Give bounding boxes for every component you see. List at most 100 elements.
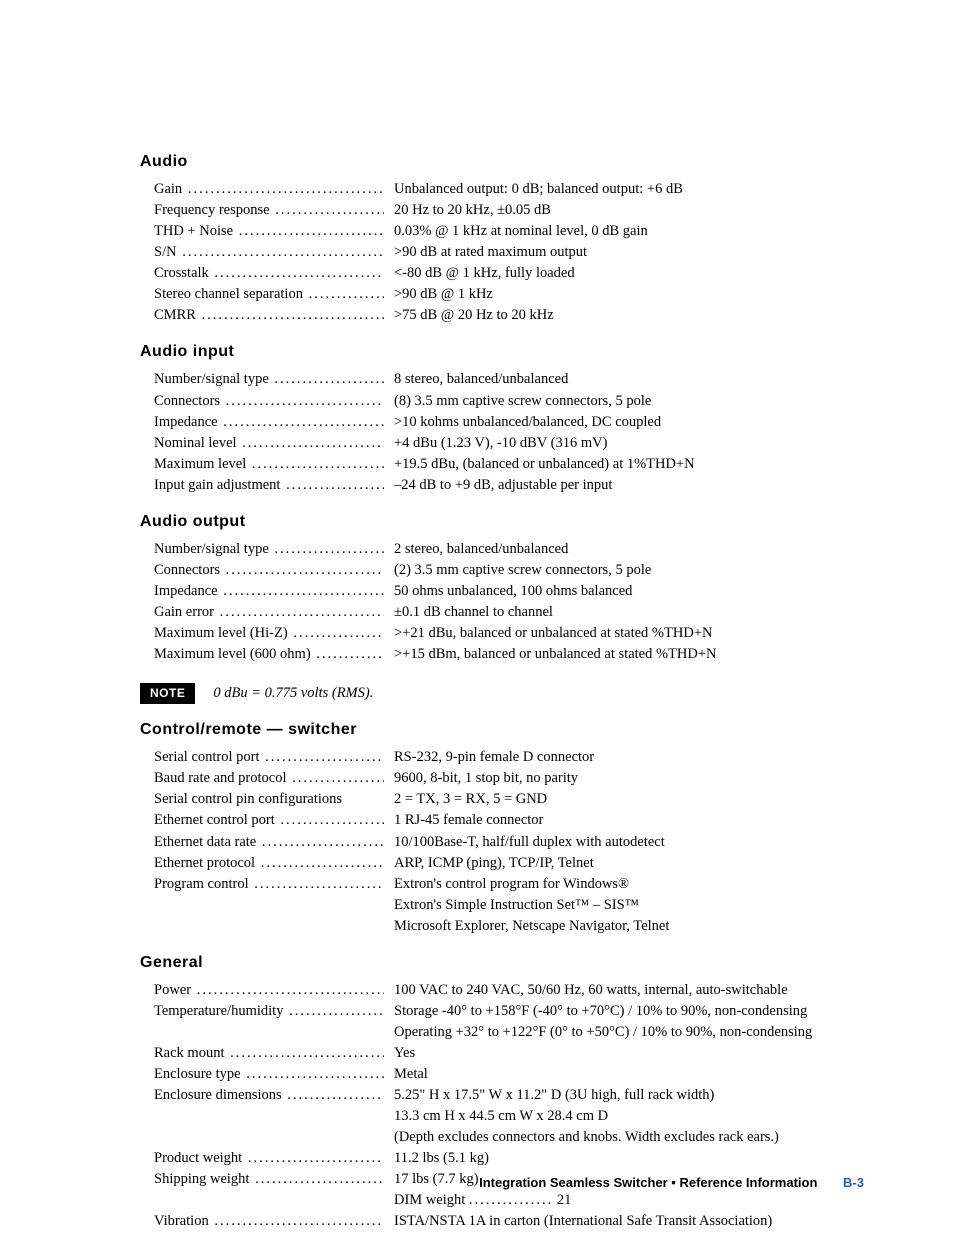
spec-row: Impedance>10 kohms unbalanced/balanced, … xyxy=(140,412,864,433)
spec-label: Program control xyxy=(154,874,384,895)
spec-label: Connectors xyxy=(154,391,384,412)
spec-row: Maximum level (600 ohm)>+15 dBm, balance… xyxy=(140,644,864,665)
spec-row: Maximum level (Hi-Z)>+21 dBu, balanced o… xyxy=(140,623,864,644)
spec-row: Ethernet protocolARP, ICMP (ping), TCP/I… xyxy=(140,853,864,874)
spec-value: <-80 dB @ 1 kHz, fully loaded xyxy=(384,263,864,284)
spec-value: RS-232, 9-pin female D connector xyxy=(384,747,864,768)
spec-value: 1 RJ-45 female connector xyxy=(384,810,864,831)
spec-row: Gain error±0.1 dB channel to channel xyxy=(140,602,864,623)
spec-list-audio-output: Number/signal type2 stereo, balanced/unb… xyxy=(140,539,864,665)
spec-row: GainUnbalanced output: 0 dB; balanced ou… xyxy=(140,179,864,200)
spec-label: Gain error xyxy=(154,602,384,623)
spec-label: Temperature/humidity xyxy=(154,1001,384,1022)
spec-label: Serial control pin configurations xyxy=(154,789,384,810)
spec-label: Number/signal type xyxy=(154,369,384,390)
spec-row: CMRR>75 dB @ 20 Hz to 20 kHz xyxy=(140,305,864,326)
spec-row: Impedance50 ohms unbalanced, 100 ohms ba… xyxy=(140,581,864,602)
spec-list-general: Power100 VAC to 240 VAC, 50/60 Hz, 60 wa… xyxy=(140,980,864,1232)
spec-value: Metal xyxy=(384,1064,864,1085)
spec-value: (2) 3.5 mm captive screw connectors, 5 p… xyxy=(384,560,864,581)
spec-label: CMRR xyxy=(154,305,384,326)
spec-label: Input gain adjustment xyxy=(154,475,384,496)
section-heading-control: Control/remote — switcher xyxy=(140,718,864,741)
spec-label: Crosstalk xyxy=(154,263,384,284)
spec-row: Maximum level+19.5 dBu, (balanced or unb… xyxy=(140,454,864,475)
spec-value: Microsoft Explorer, Netscape Navigator, … xyxy=(384,916,864,937)
spec-value: 5.25" H x 17.5" W x 11.2" D (3U high, fu… xyxy=(384,1085,864,1106)
spec-row: Stereo channel separation>90 dB @ 1 kHz xyxy=(140,284,864,305)
spec-value: (Depth excludes connectors and knobs. Wi… xyxy=(384,1127,864,1148)
spec-value: ISTA/NSTA 1A in carton (International Sa… xyxy=(384,1211,864,1232)
spec-row: Input gain adjustment–24 dB to +9 dB, ad… xyxy=(140,475,864,496)
spec-value: 50 ohms unbalanced, 100 ohms balanced xyxy=(384,581,864,602)
spec-row: 13.3 cm H x 44.5 cm W x 28.4 cm D xyxy=(140,1106,864,1127)
spec-label: Ethernet control port xyxy=(154,810,384,831)
spec-value: Extron's control program for Windows® xyxy=(384,874,864,895)
spec-row: Ethernet data rate10/100Base-T, half/ful… xyxy=(140,832,864,853)
spec-value: Unbalanced output: 0 dB; balanced output… xyxy=(384,179,864,200)
spec-label: Power xyxy=(154,980,384,1001)
spec-label: Serial control port xyxy=(154,747,384,768)
spec-row: Baud rate and protocol9600, 8-bit, 1 sto… xyxy=(140,768,864,789)
spec-value: >90 dB @ 1 kHz xyxy=(384,284,864,305)
spec-row: Power100 VAC to 240 VAC, 50/60 Hz, 60 wa… xyxy=(140,980,864,1001)
spec-value: >75 dB @ 20 Hz to 20 kHz xyxy=(384,305,864,326)
spec-label: Gain xyxy=(154,179,384,200)
spec-value: +4 dBu (1.23 V), -10 dBV (316 mV) xyxy=(384,433,864,454)
spec-row: Product weight11.2 lbs (5.1 kg) xyxy=(140,1148,864,1169)
spec-row: Enclosure typeMetal xyxy=(140,1064,864,1085)
spec-label: Shipping weight xyxy=(154,1169,384,1190)
spec-label: Frequency response xyxy=(154,200,384,221)
spec-label: Ethernet data rate xyxy=(154,832,384,853)
spec-list-audio-input: Number/signal type8 stereo, balanced/unb… xyxy=(140,369,864,495)
spec-label: Maximum level (Hi-Z) xyxy=(154,623,384,644)
spec-value: 11.2 lbs (5.1 kg) xyxy=(384,1148,864,1169)
spec-row: Temperature/humidityStorage -40° to +158… xyxy=(140,1001,864,1022)
spec-label: Connectors xyxy=(154,560,384,581)
spec-value: 13.3 cm H x 44.5 cm W x 28.4 cm D xyxy=(384,1106,864,1127)
spec-label: Baud rate and protocol xyxy=(154,768,384,789)
spec-row: VibrationISTA/NSTA 1A in carton (Interna… xyxy=(140,1211,864,1232)
spec-value: (8) 3.5 mm captive screw connectors, 5 p… xyxy=(384,391,864,412)
spec-value: ARP, ICMP (ping), TCP/IP, Telnet xyxy=(384,853,864,874)
spec-value: Storage -40° to +158°F (-40° to +70°C) /… xyxy=(384,1001,864,1022)
spec-row: Extron's Simple Instruction Set™ – SIS™ xyxy=(140,895,864,916)
spec-row: Ethernet control port1 RJ-45 female conn… xyxy=(140,810,864,831)
spec-row: Serial control pin configurations2 = TX,… xyxy=(140,789,864,810)
spec-row: Crosstalk<-80 dB @ 1 kHz, fully loaded xyxy=(140,263,864,284)
spec-label: Number/signal type xyxy=(154,539,384,560)
page-footer: Integration Seamless Switcher • Referenc… xyxy=(479,1174,864,1193)
spec-list-control: Serial control portRS-232, 9-pin female … xyxy=(140,747,864,936)
spec-row: THD + Noise0.03% @ 1 kHz at nominal leve… xyxy=(140,221,864,242)
spec-value: 20 Hz to 20 kHz, ±0.05 dB xyxy=(384,200,864,221)
spec-label: Enclosure dimensions xyxy=(154,1085,384,1106)
spec-value: ±0.1 dB channel to channel xyxy=(384,602,864,623)
spec-label: THD + Noise xyxy=(154,221,384,242)
spec-list-audio: GainUnbalanced output: 0 dB; balanced ou… xyxy=(140,179,864,326)
spec-value: 8 stereo, balanced/unbalanced xyxy=(384,369,864,390)
spec-row: Serial control portRS-232, 9-pin female … xyxy=(140,747,864,768)
spec-row: Frequency response20 Hz to 20 kHz, ±0.05… xyxy=(140,200,864,221)
spec-value: –24 dB to +9 dB, adjustable per input xyxy=(384,475,864,496)
spec-value: Extron's Simple Instruction Set™ – SIS™ xyxy=(384,895,864,916)
spec-label: S/N xyxy=(154,242,384,263)
spec-value: 2 stereo, balanced/unbalanced xyxy=(384,539,864,560)
spec-label: Maximum level xyxy=(154,454,384,475)
spec-label: Rack mount xyxy=(154,1043,384,1064)
section-heading-general: General xyxy=(140,951,864,974)
spec-label: Impedance xyxy=(154,412,384,433)
spec-row: Nominal level+4 dBu (1.23 V), -10 dBV (3… xyxy=(140,433,864,454)
spec-row: Connectors(2) 3.5 mm captive screw conne… xyxy=(140,560,864,581)
spec-value: 0.03% @ 1 kHz at nominal level, 0 dB gai… xyxy=(384,221,864,242)
note-row: NOTE 0 dBu = 0.775 volts (RMS). xyxy=(140,683,864,704)
spec-row: Connectors(8) 3.5 mm captive screw conne… xyxy=(140,391,864,412)
spec-row: S/N>90 dB at rated maximum output xyxy=(140,242,864,263)
section-heading-audio-input: Audio input xyxy=(140,340,864,363)
spec-value: >90 dB at rated maximum output xyxy=(384,242,864,263)
note-text: 0 dBu = 0.775 volts (RMS). xyxy=(213,683,373,704)
spec-value: Operating +32° to +122°F (0° to +50°C) /… xyxy=(384,1022,864,1043)
spec-label: Vibration xyxy=(154,1211,384,1232)
spec-label: Ethernet protocol xyxy=(154,853,384,874)
spec-row: Number/signal type2 stereo, balanced/unb… xyxy=(140,539,864,560)
spec-row: Program controlExtron's control program … xyxy=(140,874,864,895)
